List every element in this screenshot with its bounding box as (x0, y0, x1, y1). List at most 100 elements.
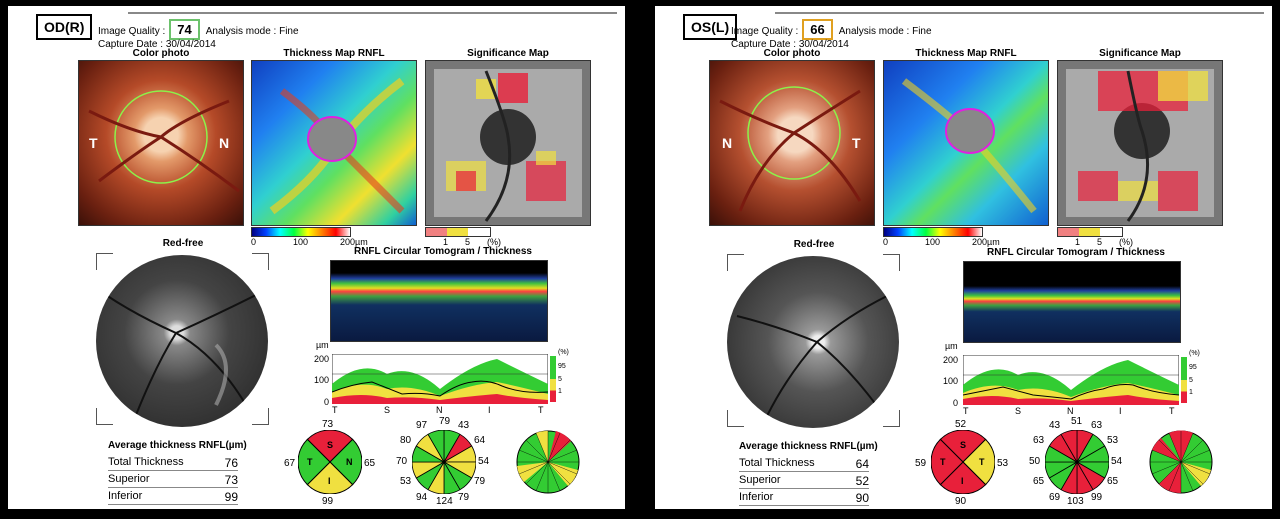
temporal-direction: T (89, 135, 98, 151)
scale-tick: 200µm (972, 237, 1000, 247)
quadrant-superior-value: 73 (322, 419, 334, 430)
graph-xtick: S (1015, 406, 1022, 416)
graph-xtick: I (488, 405, 491, 415)
thickness-map-label: Thickness Map RNFL (915, 48, 1017, 59)
sig-tick: (%) (487, 237, 501, 247)
legend-pct: 5 (558, 376, 562, 383)
avg-thickness-title: Average thickness RNFL(µm) (739, 441, 878, 452)
clock-value: 79 (439, 416, 451, 427)
superior-row: Superior 52 (739, 474, 869, 489)
clock-value: 43 (1049, 420, 1061, 431)
header-rule (775, 12, 1264, 14)
clock-value: 97 (416, 420, 428, 431)
scale-tick: 100 (293, 237, 309, 247)
capture-date: Capture Date : 30/04/2014 (98, 39, 216, 50)
graph-unit: µm (945, 341, 958, 351)
capture-date: Capture Date : 30/04/2014 (731, 39, 849, 50)
quality-label: Image Quality : (98, 26, 166, 37)
red-free-label: Red-free (793, 239, 835, 250)
tomogram-label: RNFL Circular Tomogram / Thickness (353, 246, 532, 257)
color-fundus-photo: T N (78, 60, 244, 226)
sector-significance-pie (516, 430, 580, 494)
clock-value: 63 (1033, 435, 1045, 446)
clock-value: 53 (400, 476, 412, 487)
svg-text:I: I (328, 476, 331, 486)
graph-xtick: I (1119, 406, 1122, 416)
clock-value: 51 (1071, 416, 1083, 427)
graph-ytick: 200 (943, 355, 959, 365)
significance-map-label: Significance Map (1099, 48, 1181, 59)
sig-tick: 1 (1075, 237, 1081, 247)
quadrant-nasal-value: 53 (997, 458, 1009, 469)
clock-value: 54 (1111, 456, 1123, 467)
analysis-mode: Analysis mode : Fine (838, 26, 932, 37)
svg-text:I: I (961, 476, 964, 486)
legend-pct: (%) (558, 349, 569, 356)
rnfl-tomogram (330, 260, 548, 342)
significance-scale (1057, 227, 1123, 237)
svg-text:T: T (979, 457, 985, 467)
thickness-color-scale (883, 227, 983, 237)
clock-value: 79 (458, 492, 470, 503)
quadrant-pie: S T N I (298, 430, 362, 494)
quadrant-nasal-value: 65 (364, 458, 376, 469)
inferior-row: Inferior 90 (739, 491, 869, 506)
rnfl-tomogram (963, 261, 1181, 343)
left-eye-panel: OS(L) Image Quality :66 Analysis mode : F… (655, 6, 1272, 509)
eye-label: OD(R) (36, 14, 93, 40)
scan-circle (88, 90, 240, 193)
clock-value: 124 (436, 496, 453, 507)
thickness-map (883, 60, 1049, 226)
thickness-map-label: Thickness Map RNFL (283, 48, 385, 59)
graph-xtick: T (963, 406, 969, 416)
inferior-row: Inferior 99 (108, 490, 238, 505)
sig-tick: 5 (465, 237, 471, 247)
graph-xtick: T (538, 405, 544, 415)
legend-pct: 95 (558, 363, 566, 370)
legend-pct: 5 (1189, 377, 1193, 384)
color-photo-label: Color photo (763, 48, 821, 59)
svg-text:S: S (960, 440, 966, 450)
significance-map (1057, 60, 1223, 226)
sig-tick: 5 (1097, 237, 1103, 247)
clock-hour-pie (1045, 430, 1109, 494)
header-rule (128, 12, 617, 14)
quadrant-pie: S T T I (931, 430, 995, 494)
graph-xtick: S (384, 405, 391, 415)
scale-tick: 100 (925, 237, 941, 247)
thickness-profile-graph (963, 355, 1179, 405)
clock-value: 54 (478, 456, 490, 467)
quality-score: 66 (802, 19, 833, 40)
clock-value: 99 (1091, 492, 1103, 503)
eye-label: OS(L) (683, 14, 738, 40)
red-free-fundus (96, 255, 268, 427)
nasal-direction: N (722, 135, 733, 151)
percent-legend (550, 356, 556, 402)
superior-row: Superior 73 (108, 473, 238, 488)
scale-tick: 200µm (340, 237, 368, 247)
red-free-fundus (727, 256, 899, 428)
quadrant-temporal-value: 59 (915, 458, 927, 469)
graph-xtick: T (1169, 406, 1175, 416)
quadrant-temporal-value: 67 (284, 458, 296, 469)
clock-hour-pie (412, 430, 476, 494)
graph-xtick: T (332, 405, 338, 415)
clock-value: 64 (474, 435, 486, 446)
quality-score: 74 (169, 19, 200, 40)
svg-text:S: S (327, 440, 333, 450)
significance-scale (425, 227, 491, 237)
graph-ytick: 0 (953, 398, 959, 408)
clock-value: 80 (400, 435, 412, 446)
svg-text:N: N (346, 457, 353, 467)
color-fundus-photo: N T (709, 60, 875, 226)
analysis-mode: Analysis mode : Fine (205, 26, 299, 37)
scale-tick: 0 (251, 237, 257, 247)
red-free-label: Red-free (162, 238, 204, 249)
scale-tick: 0 (883, 237, 889, 247)
nasal-direction: N (219, 135, 230, 151)
graph-xtick: N (436, 405, 443, 415)
graph-unit: µm (316, 340, 329, 350)
total-thickness-row: Total Thickness 64 (739, 457, 869, 472)
significance-map (425, 60, 591, 226)
graph-ytick: 0 (324, 397, 330, 407)
